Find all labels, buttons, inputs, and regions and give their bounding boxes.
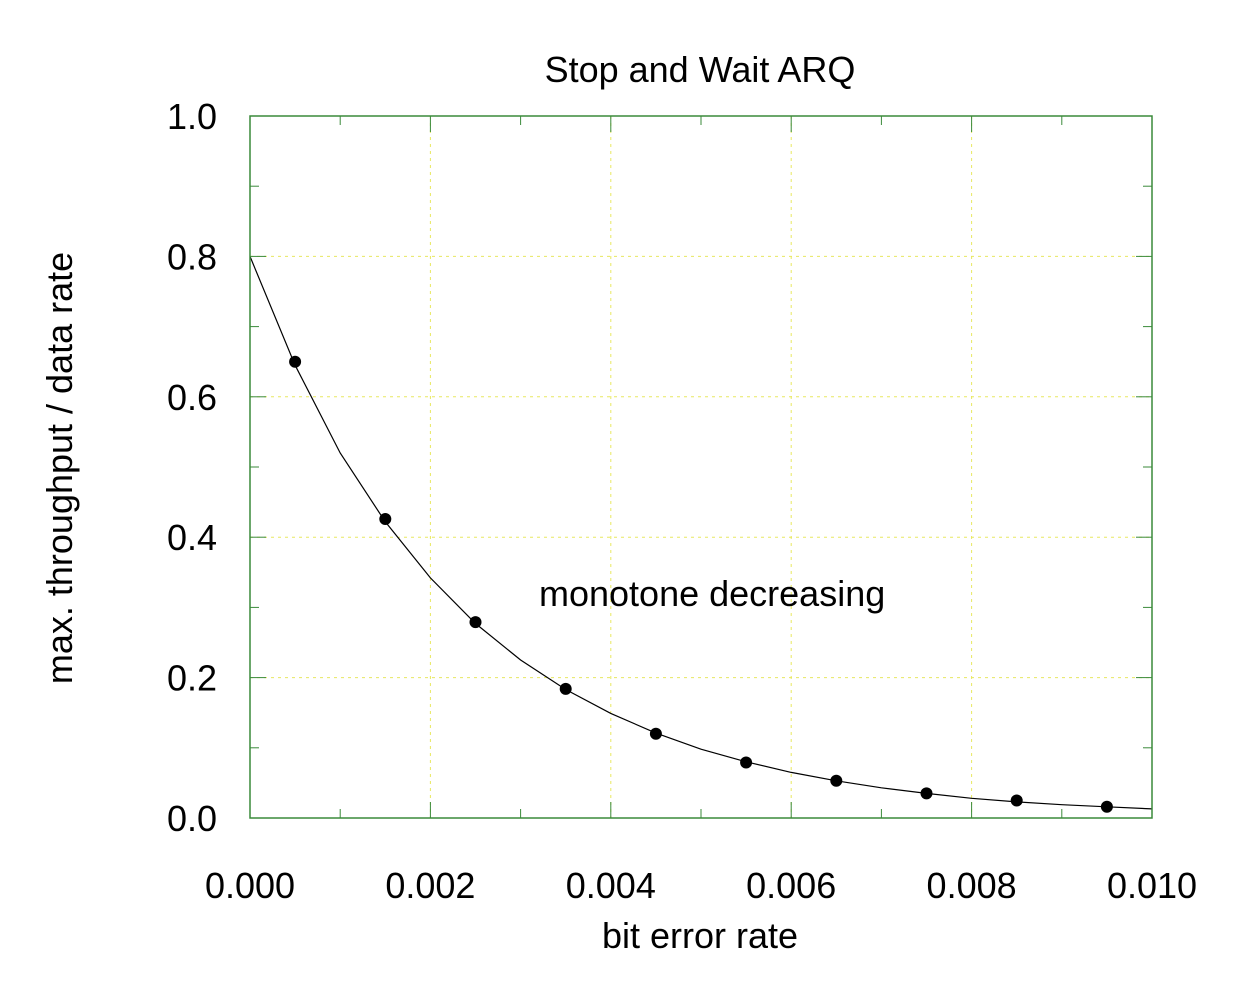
- curve-layer: [249, 256, 1153, 810]
- x-tick-label: 0.008: [927, 865, 1017, 906]
- data-point: [1100, 800, 1113, 813]
- data-point: [740, 756, 753, 769]
- x-axis-label: bit error rate: [602, 915, 798, 956]
- x-tick-label: 0.002: [385, 865, 475, 906]
- data-point: [559, 682, 572, 695]
- plot-frame: [249, 115, 1153, 819]
- y-tick-label: 0.0: [167, 798, 217, 839]
- annotation-text: monotone decreasing: [539, 573, 885, 614]
- data-point: [289, 355, 302, 368]
- grid-lines: [250, 116, 1152, 818]
- data-point: [1010, 794, 1023, 807]
- axis-ticks: [250, 116, 1152, 818]
- x-tick-labels: 0.000 0.002 0.004 0.006 0.008 0.010: [205, 865, 1197, 906]
- x-tick-label: 0.010: [1107, 865, 1197, 906]
- series-curve: [249, 256, 1153, 810]
- data-point: [649, 727, 662, 740]
- data-points: [289, 355, 1113, 813]
- y-tick-label: 1.0: [167, 96, 217, 137]
- x-tick-label: 0.000: [205, 865, 295, 906]
- data-point: [920, 787, 933, 800]
- chart-title: Stop and Wait ARQ: [545, 49, 856, 90]
- y-tick-label: 0.8: [167, 236, 217, 277]
- data-point: [379, 512, 392, 525]
- y-axis-label: max. throughput / data rate: [39, 252, 80, 684]
- x-tick-label: 0.006: [746, 865, 836, 906]
- data-point: [469, 616, 482, 629]
- y-tick-label: 0.2: [167, 658, 217, 699]
- data-point: [830, 774, 843, 787]
- y-tick-labels: 0.0 0.2 0.4 0.6 0.8 1.0: [167, 96, 217, 839]
- y-tick-label: 0.6: [167, 377, 217, 418]
- x-tick-label: 0.004: [566, 865, 656, 906]
- y-tick-label: 0.4: [167, 517, 217, 558]
